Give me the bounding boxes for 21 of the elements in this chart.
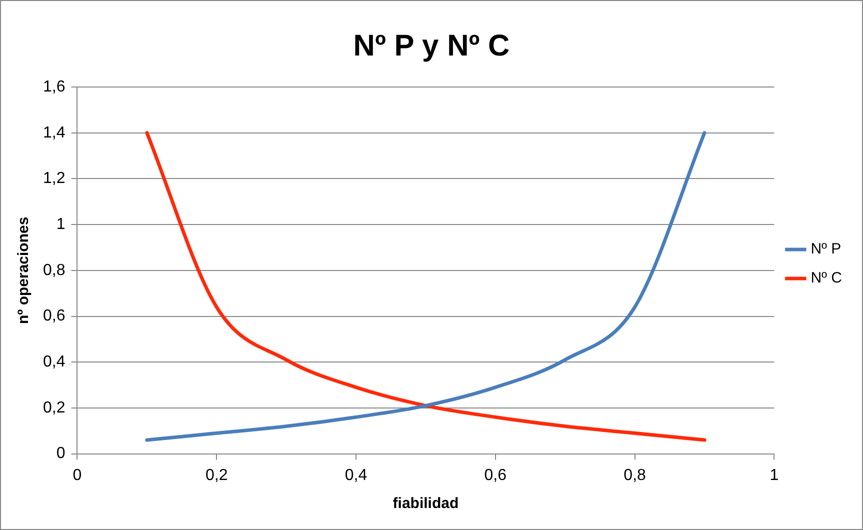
y-tick-label: 0 <box>56 445 66 462</box>
x-tick-label: 0 <box>72 466 82 484</box>
x-tick-label: 1 <box>770 466 779 484</box>
y-tick-label: 1 <box>56 216 66 233</box>
x-tick-label: 0,4 <box>344 466 368 484</box>
y-tick-label: 0,8 <box>42 262 66 279</box>
x-axis-title: fiabilidad <box>392 495 459 512</box>
x-tick-label: 0,8 <box>624 466 646 484</box>
y-tick-label: 0,6 <box>42 308 66 325</box>
legend-label: Nº C <box>810 270 842 287</box>
x-tick-label: 0,6 <box>484 466 507 484</box>
y-tick-label: 0,2 <box>42 399 66 416</box>
y-tick-label: 1,2 <box>42 170 66 188</box>
legend-label: Nº P <box>810 240 842 258</box>
chart-title: Nº P y Nº C <box>353 29 510 62</box>
x-tick-label: 0,2 <box>206 466 228 484</box>
line-series <box>145 131 706 442</box>
y-tick-label: 0,4 <box>42 354 66 371</box>
y-tick-label: 1,6 <box>42 78 66 96</box>
y-tick-label: 1,4 <box>42 124 66 142</box>
y-axis-title: nº operaciones <box>15 216 32 324</box>
